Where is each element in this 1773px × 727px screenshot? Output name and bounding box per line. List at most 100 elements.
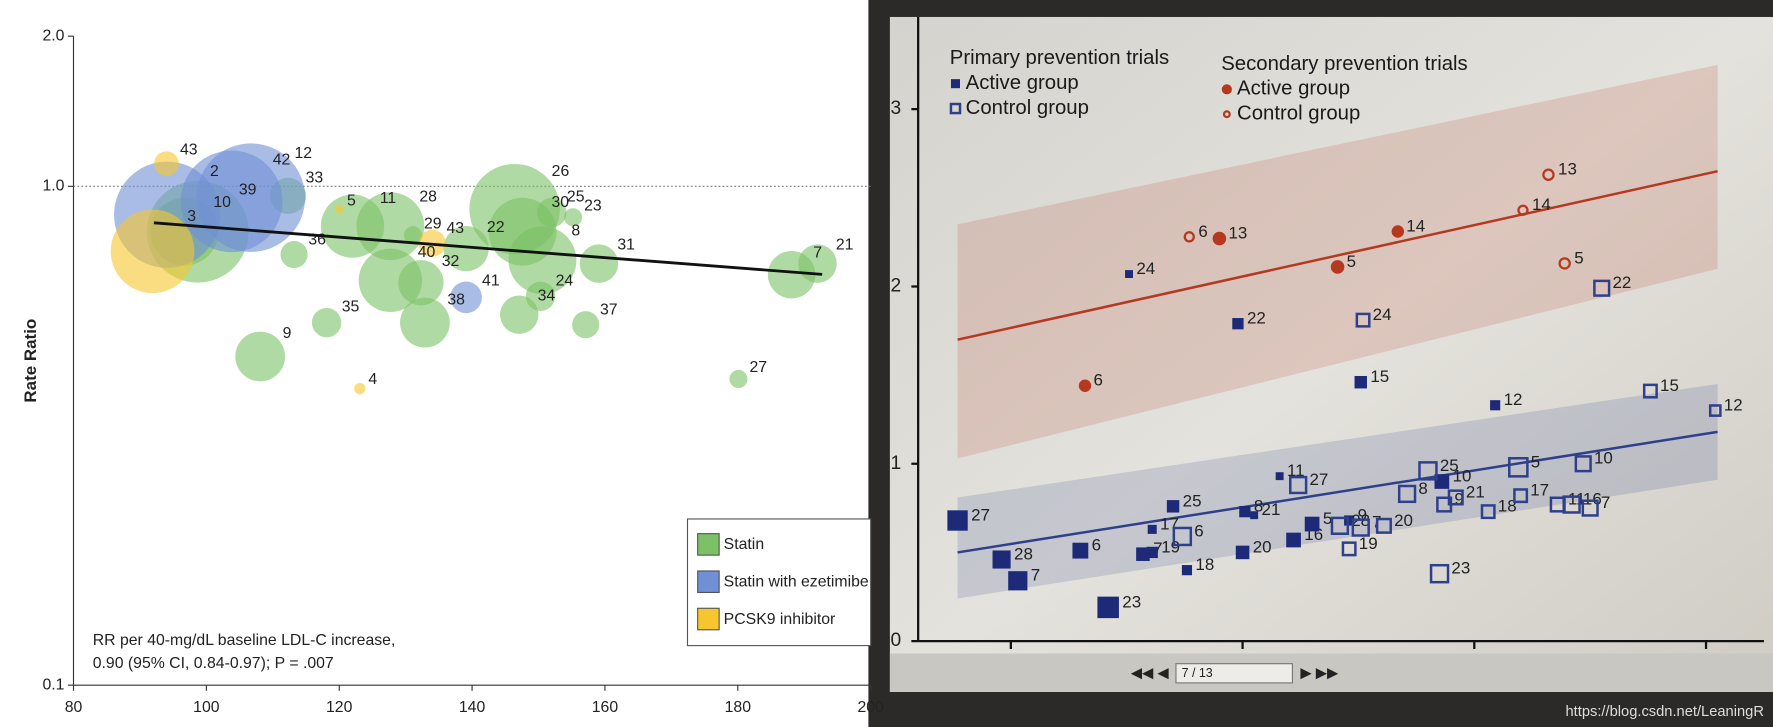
bubble: [729, 369, 748, 389]
bubble-label: 40: [418, 244, 436, 261]
point: [1354, 375, 1367, 389]
bubble-label: 8: [571, 222, 580, 239]
point: [950, 79, 960, 89]
x-tick-label: 140: [459, 699, 486, 716]
point: [1166, 500, 1180, 513]
y-tick-label: 0: [890, 630, 901, 651]
point-label: 5: [1574, 248, 1583, 267]
bubble-label: 35: [342, 299, 360, 316]
point: [1330, 516, 1350, 535]
bubble-label: 2: [210, 163, 219, 180]
point: [1078, 379, 1092, 392]
legend-label: Statin: [724, 536, 764, 553]
bubble-label: 41: [482, 273, 500, 290]
bubble: [400, 297, 450, 348]
point: [1708, 404, 1722, 417]
bubble-label: 4: [368, 371, 377, 388]
y-tick-label: 1.0: [42, 178, 64, 195]
point: [1235, 545, 1250, 560]
point-label: 20: [1394, 511, 1413, 530]
bubble-label: 43: [180, 141, 198, 158]
point: [992, 550, 1011, 569]
bubble-label: 26: [552, 163, 570, 180]
point-label: 18: [1498, 497, 1517, 516]
point: [1593, 279, 1611, 297]
point: [1304, 516, 1320, 532]
bubble-label: 21: [836, 236, 854, 253]
bubble: [564, 208, 583, 227]
bubble-label: 38: [447, 291, 465, 308]
point-label: 22: [1612, 273, 1631, 292]
bubble-label: 5: [347, 193, 356, 210]
point-label: 21: [1466, 482, 1485, 501]
point: [1429, 563, 1450, 584]
point: [1391, 225, 1405, 238]
point-label: 17: [1160, 514, 1179, 533]
point: [1418, 461, 1438, 481]
bubble: [235, 331, 286, 382]
point: [1232, 318, 1244, 330]
page-number: 7 / 13: [1182, 666, 1213, 680]
point-label: 25: [1183, 491, 1202, 510]
point-label: 15: [1660, 376, 1679, 395]
point-label: 21: [1262, 500, 1281, 519]
legend-label: Active group: [966, 72, 1079, 94]
bubble-label: 33: [306, 169, 324, 186]
point: [1581, 499, 1599, 517]
y-tick-label: 0.1: [42, 676, 64, 693]
point: [1642, 383, 1658, 399]
point-label: 10: [1594, 449, 1613, 468]
point-label: 24: [1373, 305, 1392, 324]
point-label: 11: [1568, 490, 1586, 509]
trend-line: [957, 170, 1718, 341]
point: [947, 510, 968, 531]
point-label: 19: [1359, 534, 1378, 553]
bubble: [403, 226, 423, 245]
page-box[interactable]: [1175, 663, 1294, 684]
x-tick-label: 100: [193, 699, 220, 716]
point-label: 12: [1504, 390, 1523, 409]
toolbar-buttons[interactable]: ▶ ▶▶: [1300, 666, 1339, 682]
bubble-label: 27: [750, 359, 768, 376]
bubble: [450, 281, 482, 314]
point-label: 12: [1724, 396, 1743, 415]
point-label: 8: [1418, 479, 1427, 498]
point-label: 6: [1092, 536, 1101, 555]
point-label: 15: [1370, 367, 1389, 386]
point: [1480, 504, 1496, 520]
point: [1513, 488, 1529, 504]
point-label: 19: [1161, 537, 1180, 556]
point: [1434, 474, 1450, 489]
legend-heading: Primary prevention trials: [950, 47, 1169, 69]
point: [1275, 472, 1284, 481]
toolbar-buttons[interactable]: ◀◀ ◀: [1131, 666, 1170, 682]
point-label: 6: [1093, 371, 1102, 390]
point-label: 7: [1601, 493, 1610, 512]
bubble-label: 11: [380, 190, 397, 207]
point: [1341, 541, 1357, 557]
point: [1008, 571, 1028, 591]
bubble-label: 29: [424, 215, 442, 232]
point: [1330, 260, 1345, 274]
bubble-label: 25: [567, 189, 585, 206]
legend-label: Active group: [1237, 78, 1350, 100]
bubble: [572, 311, 600, 339]
bubble: [196, 143, 306, 252]
point: [1181, 565, 1193, 576]
legend-label: PCSK9 inhibitor: [724, 611, 836, 628]
bubble: [537, 197, 567, 228]
legend-label: Control group: [966, 97, 1089, 119]
point: [1183, 231, 1195, 243]
point-label: 7: [1031, 566, 1040, 585]
point-label: 23: [1122, 592, 1141, 611]
point-label: 16: [1583, 490, 1602, 509]
point-label: 27: [1309, 470, 1328, 489]
bubble: [311, 307, 342, 338]
bubble-label: 3: [187, 208, 196, 225]
watermark: https://blog.csdn.net/LeaningR: [1566, 704, 1764, 720]
bubble-label: 10: [213, 194, 231, 211]
point: [1147, 524, 1157, 534]
screen: [889, 16, 1773, 692]
right-chart: 0123272872362517719188211120165922241512…: [890, 16, 1764, 651]
